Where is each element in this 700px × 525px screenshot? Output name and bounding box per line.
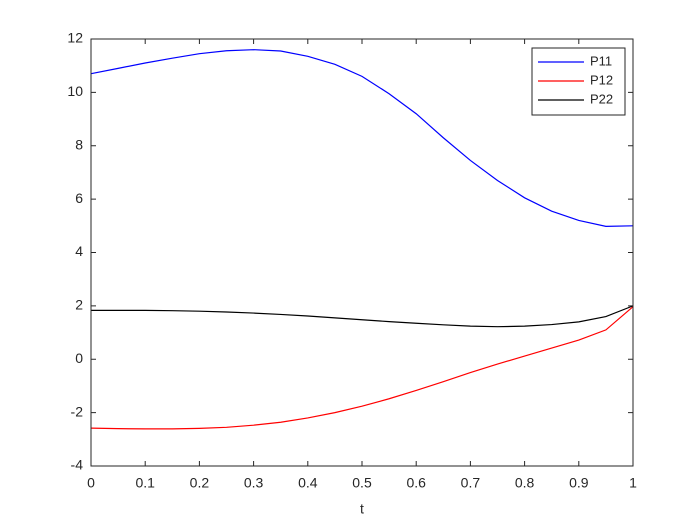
y-tick-label: 10 (67, 83, 83, 99)
x-tick-label: 0.6 (406, 475, 426, 491)
x-tick-label: 0.8 (515, 475, 535, 491)
x-tick-label: 1 (629, 475, 637, 491)
y-tick-label: 12 (67, 30, 83, 46)
legend-label: P11 (590, 53, 612, 68)
x-tick-label: 0.7 (461, 475, 481, 491)
axes-box (90, 38, 634, 467)
y-tick-label: 8 (75, 136, 83, 152)
series-line (90, 306, 634, 430)
x-tick-label: 0.5 (352, 475, 372, 491)
y-tick-label: 0 (75, 350, 83, 366)
series-line (91, 305, 634, 328)
y-tick-label: -4 (71, 457, 84, 473)
x-tick-label: 0.9 (569, 475, 589, 491)
x-tick-label: 0.3 (244, 475, 264, 491)
x-axis-label: t (360, 501, 364, 517)
x-tick-label: 0.4 (298, 475, 318, 491)
legend-label: P12 (590, 72, 613, 87)
y-tick-label: 4 (75, 243, 83, 259)
series-line (90, 49, 634, 227)
x-tick-label: 0.2 (190, 475, 210, 491)
x-tick-label: 0 (87, 475, 95, 491)
y-tick-label: 6 (75, 190, 83, 206)
legend: P11 P12 P22 (531, 47, 626, 116)
y-tick-label: -2 (71, 403, 84, 419)
x-tick-label: 0.1 (135, 475, 155, 491)
legend-label: P22 (590, 91, 613, 106)
y-tick-label: 2 (75, 297, 83, 313)
